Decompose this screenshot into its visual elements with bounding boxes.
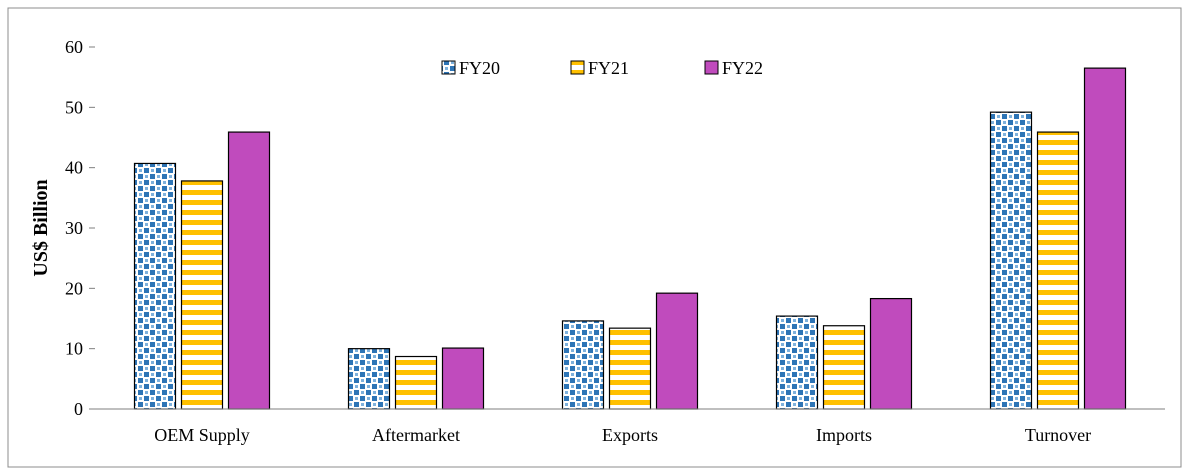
bar-fy20-imports [775, 315, 819, 410]
bar-fy20-turnover [989, 111, 1033, 410]
legend-swatch-fy21 [570, 60, 585, 75]
y-axis-ticks: 0 10 20 30 40 50 60 [65, 37, 95, 419]
x-tick-label: Turnover [1025, 425, 1091, 445]
bar-fy22-oem-supply [227, 131, 271, 410]
bar-fy21-aftermarket [394, 355, 438, 410]
bar-fy22-exports [655, 292, 699, 410]
y-tick-label: 20 [65, 278, 83, 298]
y-tick-label: 10 [65, 339, 83, 359]
y-tick-label: 60 [65, 37, 83, 57]
bar-fy22-turnover [1083, 67, 1127, 410]
x-tick-label: OEM Supply [154, 425, 250, 445]
legend-label: FY20 [459, 58, 500, 78]
y-tick-label: 0 [74, 399, 83, 419]
y-axis-title: US$ Billion [30, 179, 52, 276]
legend-swatch-fy20 [441, 60, 456, 75]
bar-fy21-oem-supply [180, 180, 224, 410]
bar-fy21-turnover [1036, 131, 1080, 410]
bar-fy21-exports [608, 327, 652, 410]
y-axis-title-group: US$ Billion [30, 179, 52, 276]
x-tick-label: Imports [816, 425, 872, 445]
bar-fy20-exports [561, 320, 605, 410]
bar-fy22-aftermarket [441, 347, 485, 410]
x-tick-label: Aftermarket [372, 425, 460, 445]
bar-fy22-imports [869, 297, 913, 410]
x-tick-label: Exports [602, 425, 658, 445]
bar-fy20-oem-supply [133, 162, 177, 410]
bar-fy21-imports [822, 325, 866, 410]
bar-fy20-aftermarket [347, 348, 391, 410]
y-tick-label: 40 [65, 158, 83, 178]
legend-label: FY22 [722, 58, 763, 78]
legend-label: FY21 [588, 58, 629, 78]
y-tick-label: 30 [65, 218, 83, 238]
legend: FY20 FY21 FY22 [441, 58, 763, 78]
bars [133, 67, 1127, 410]
y-tick-label: 50 [65, 97, 83, 117]
legend-swatch-fy22 [704, 60, 719, 75]
category-labels: OEM Supply Aftermarket Exports Imports Turno… [154, 425, 1091, 445]
